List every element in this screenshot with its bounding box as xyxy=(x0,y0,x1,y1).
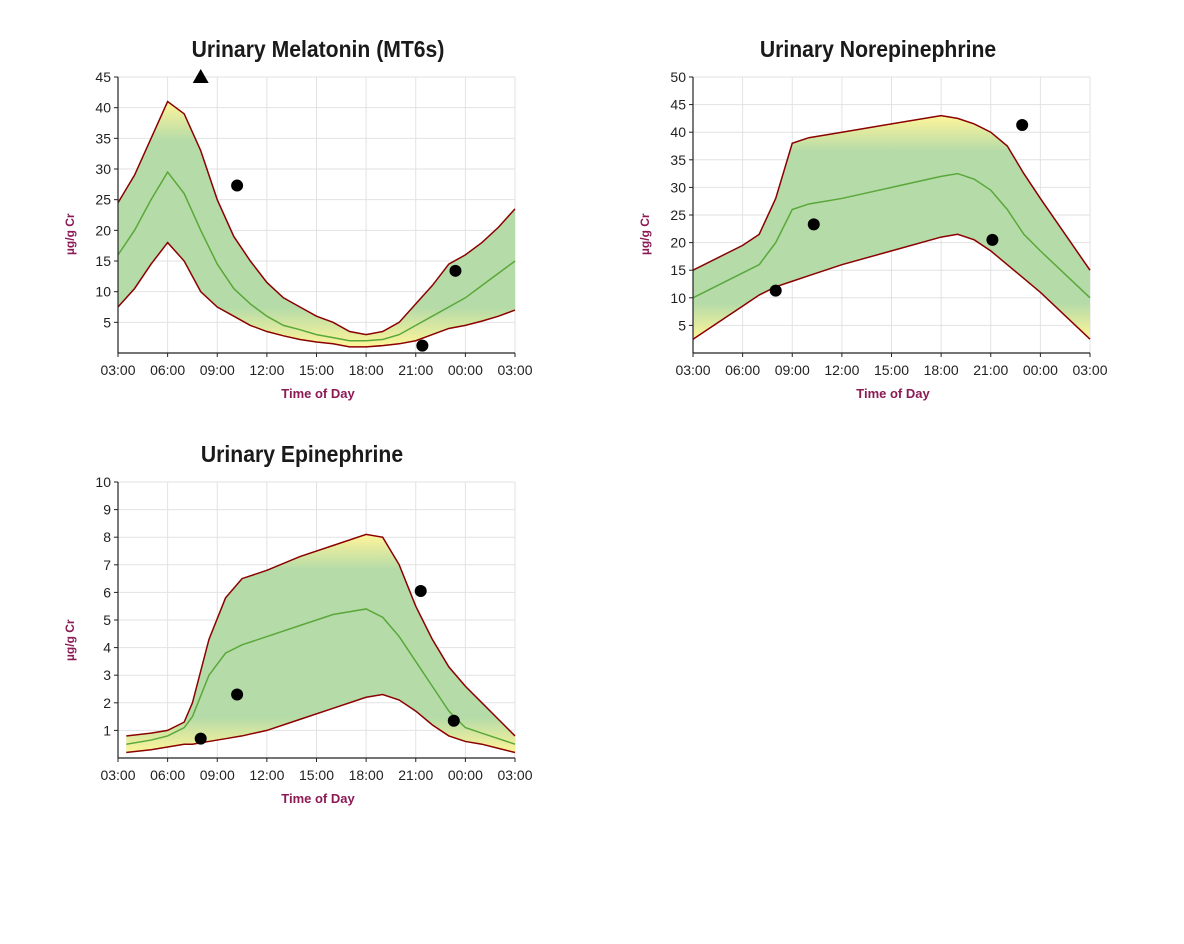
median-line xyxy=(117,170,516,342)
data-point xyxy=(769,284,782,297)
reference-band xyxy=(693,115,1090,340)
lower-limit-line xyxy=(126,693,516,754)
x-axis-label: Time of Day xyxy=(856,386,930,401)
data-point-triangle xyxy=(192,69,209,83)
chart-2: 1 2 3 4 5 6 7 8 9 10 03:00 06:00 09:00 12:00 15:00 18:0… xyxy=(95,474,532,783)
x-tick-label: 03:00 xyxy=(497,767,532,783)
x-tick-label: 03:00 xyxy=(675,362,710,378)
data-point xyxy=(414,585,427,598)
y-tick-label: 35 xyxy=(95,130,111,146)
x-tick-label: 18:00 xyxy=(349,767,384,783)
y-tick-label: 8 xyxy=(103,529,111,545)
x-tick-label: 12:00 xyxy=(824,362,859,378)
y-tick-label: 1 xyxy=(103,722,111,738)
x-tick-label: 03:00 xyxy=(100,767,135,783)
x-tick-label: 03:00 xyxy=(497,362,532,378)
y-tick-label: 40 xyxy=(670,124,686,140)
x-tick-label: 06:00 xyxy=(150,767,185,783)
chart-title: Urinary Epinephrine xyxy=(200,441,404,467)
x-axis-label: Time of Day xyxy=(281,791,355,806)
y-tick-label: 25 xyxy=(670,207,686,223)
y-tick-label: 6 xyxy=(103,584,111,600)
y-tick-label: 30 xyxy=(670,179,686,195)
x-tick-label: 18:00 xyxy=(924,362,959,378)
y-tick-label: 3 xyxy=(103,667,111,683)
reference-band xyxy=(118,101,515,347)
x-tick-label: 21:00 xyxy=(973,362,1008,378)
upper-limit-line xyxy=(117,100,516,336)
data-point xyxy=(449,264,462,277)
data-point xyxy=(194,732,207,745)
y-tick-label: 15 xyxy=(95,253,111,269)
x-axis-label: Time of Day xyxy=(281,386,355,401)
y-tick-label: 35 xyxy=(670,152,686,168)
x-tick-label: 15:00 xyxy=(874,362,909,378)
data-point xyxy=(447,714,460,727)
chart-0: 5 10 15 20 25 30 35 40 45 03:00 06:00 09:00 12:00 15:… xyxy=(95,69,533,378)
y-tick-label: 40 xyxy=(95,100,111,116)
y-tick-label: 25 xyxy=(95,192,111,208)
data-point xyxy=(231,179,244,192)
x-tick-label: 12:00 xyxy=(249,767,284,783)
x-tick-label: 12:00 xyxy=(249,362,284,378)
lower-limit-line xyxy=(117,241,516,348)
x-tick-label: 00:00 xyxy=(448,362,483,378)
upper-limit-line xyxy=(126,533,516,737)
y-tick-label: 30 xyxy=(95,161,111,177)
reference-band xyxy=(126,534,515,753)
y-tick-label: 9 xyxy=(103,502,111,518)
y-tick-label: 10 xyxy=(95,474,111,490)
x-tick-label: 18:00 xyxy=(349,362,384,378)
x-tick-label: 06:00 xyxy=(150,362,185,378)
median-line xyxy=(692,172,1091,299)
upper-limit-line xyxy=(692,114,1091,271)
y-tick-label: 45 xyxy=(670,97,686,113)
chart-1: 5 10 15 20 25 30 35 40 45 50 03:00 06:00 09:00 12:00 1… xyxy=(670,69,1107,378)
y-tick-label: 45 xyxy=(95,69,111,85)
y-tick-label: 15 xyxy=(670,262,686,278)
data-point xyxy=(986,233,999,246)
x-tick-label: 09:00 xyxy=(200,767,235,783)
y-tick-label: 2 xyxy=(103,695,111,711)
x-tick-label: 00:00 xyxy=(1023,362,1058,378)
y-tick-label: 7 xyxy=(103,557,111,573)
data-point xyxy=(416,339,429,352)
y-tick-label: 10 xyxy=(95,284,111,300)
data-point xyxy=(231,688,244,701)
y-tick-label: 20 xyxy=(670,235,686,251)
y-tick-label: 5 xyxy=(103,314,111,330)
x-tick-label: 21:00 xyxy=(398,362,433,378)
y-tick-label: 5 xyxy=(103,612,111,628)
median-line xyxy=(126,608,516,745)
y-tick-label: 4 xyxy=(103,640,111,656)
y-tick-label: 10 xyxy=(670,290,686,306)
x-tick-label: 00:00 xyxy=(448,767,483,783)
x-tick-label: 03:00 xyxy=(100,362,135,378)
y-tick-label: 20 xyxy=(95,222,111,238)
x-tick-label: 15:00 xyxy=(299,767,334,783)
x-tick-label: 03:00 xyxy=(1072,362,1107,378)
x-tick-label: 21:00 xyxy=(398,767,433,783)
y-tick-label: 50 xyxy=(670,69,686,85)
chart-title: Urinary Norepinephrine xyxy=(759,36,997,62)
x-tick-label: 09:00 xyxy=(200,362,235,378)
data-point xyxy=(1016,119,1029,132)
data-point xyxy=(807,218,820,231)
x-tick-label: 09:00 xyxy=(775,362,810,378)
x-tick-label: 15:00 xyxy=(299,362,334,378)
y-tick-label: 5 xyxy=(678,317,686,333)
chart-title: Urinary Melatonin (MT6s) xyxy=(191,36,445,62)
x-tick-label: 06:00 xyxy=(725,362,760,378)
